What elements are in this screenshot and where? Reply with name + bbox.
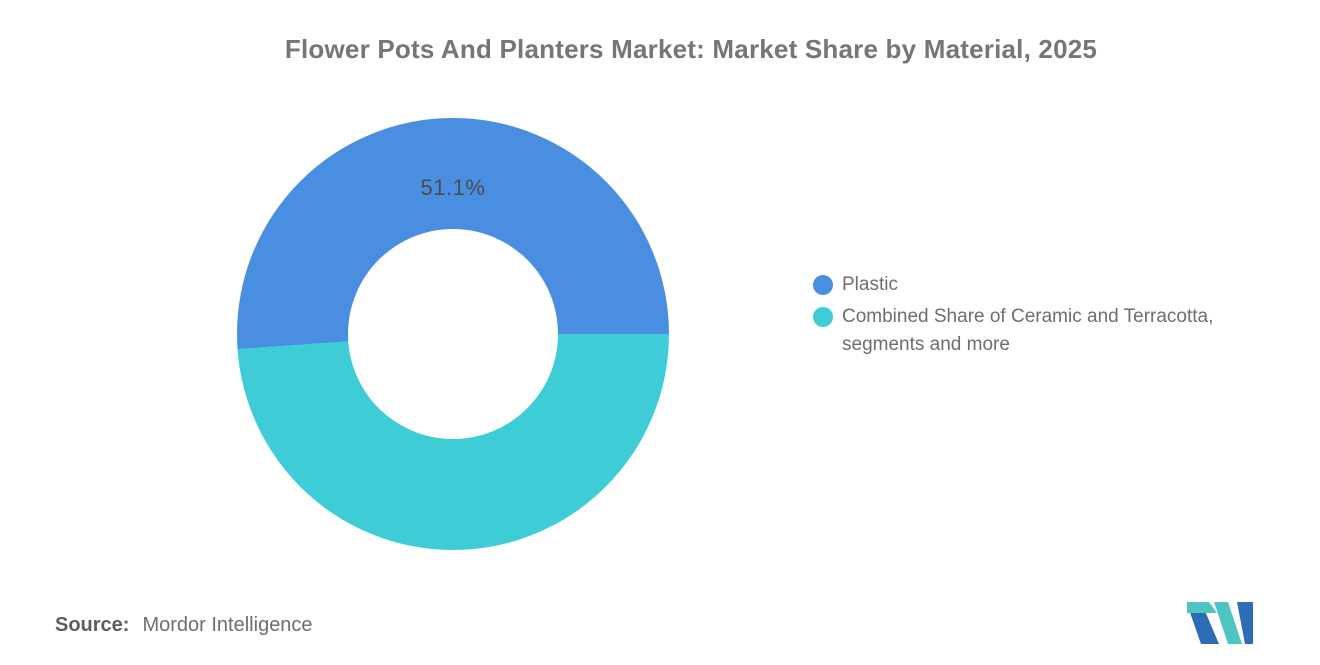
legend-swatch-plastic [813, 275, 833, 295]
slice-data-label-plastic: 51.1% [420, 175, 486, 200]
donut-hole [348, 229, 558, 439]
legend-swatch-ceramic-terracotta [813, 307, 833, 327]
legend-item-plastic: Plastic [813, 271, 1288, 299]
source-label: Source: [55, 614, 130, 636]
logo-left-diagonal-shape [1187, 604, 1219, 644]
logo-top-cap-shape [1187, 602, 1217, 613]
legend-label-ceramic-terracotta: Combined Share of Ceramic and Terracotta… [842, 306, 1214, 355]
page-title: Flower Pots And Planters Market: Market … [284, 34, 1098, 64]
legend: Plastic Combined Share of Ceramic and Te… [813, 271, 1288, 359]
logo-middle-diagonal-shape [1214, 602, 1242, 644]
source-note: Source: Mordor Intelligence [55, 614, 313, 637]
legend-label-plastic: Plastic [842, 274, 898, 295]
logo-right-bar-shape [1237, 602, 1253, 644]
legend-item-ceramic-terracotta: Combined Share of Ceramic and Terracotta… [813, 303, 1288, 359]
source-value: Mordor Intelligence [142, 614, 313, 636]
donut-chart: 51.1% [237, 118, 669, 550]
mordor-intelligence-logo [1187, 602, 1253, 644]
